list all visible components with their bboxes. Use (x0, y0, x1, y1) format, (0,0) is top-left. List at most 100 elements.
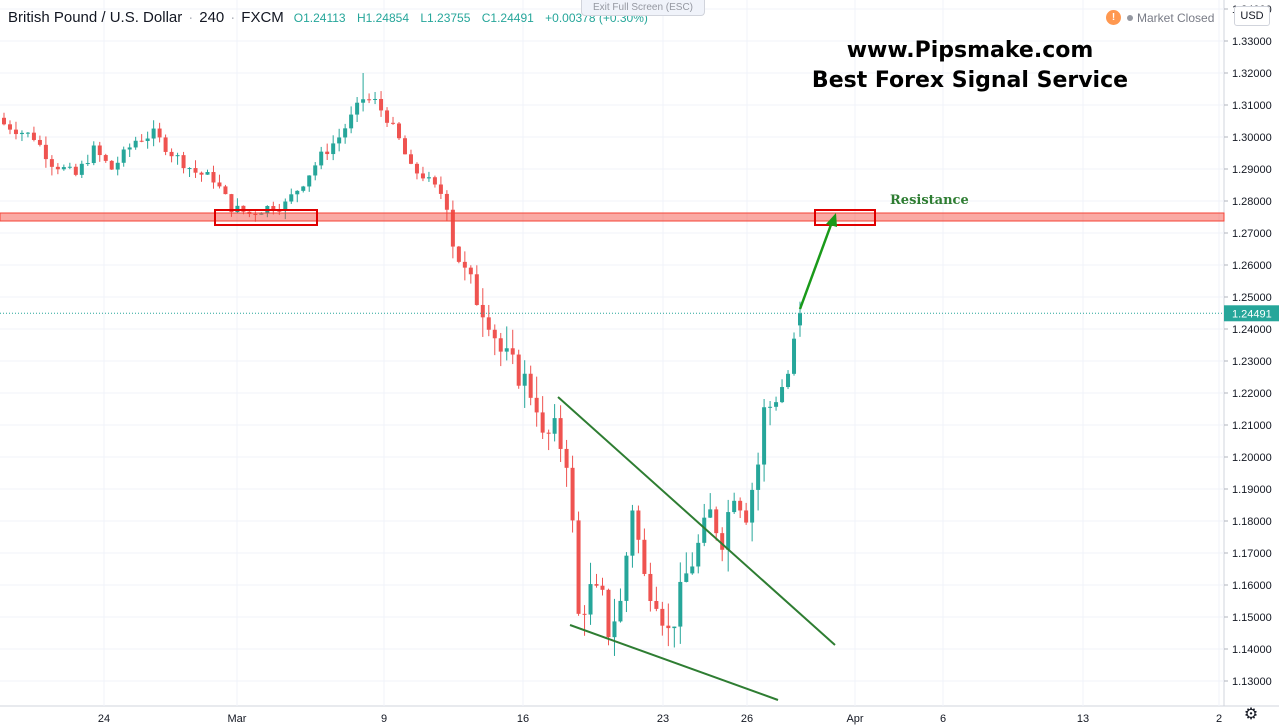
candle-down (229, 194, 234, 213)
last-price-label: 1.24491 (1232, 308, 1272, 320)
price-tick-label: 1.21000 (1232, 420, 1272, 432)
candle-down (217, 182, 222, 187)
candle-down (193, 168, 198, 173)
price-tick-label: 1.24000 (1232, 324, 1272, 336)
candle-down (157, 128, 162, 138)
candle-up (732, 500, 737, 513)
candle-up (343, 128, 348, 138)
candle-down (420, 173, 425, 179)
separator-dot: · (188, 9, 194, 26)
candle-up (624, 555, 629, 601)
market-status[interactable]: ! Market Closed (1106, 10, 1214, 25)
candle-down (648, 573, 653, 601)
price-tick-label: 1.26000 (1232, 260, 1272, 272)
price-tick-label: 1.27000 (1232, 228, 1272, 240)
candle-up (301, 186, 306, 191)
candle-down (55, 166, 60, 170)
candle-down (379, 98, 384, 111)
price-tick-label: 1.15000 (1232, 612, 1272, 624)
source-label: FXCM (241, 9, 284, 26)
candle-up (696, 542, 701, 567)
price-tick-label: 1.28000 (1232, 196, 1272, 208)
candle-up (331, 143, 336, 155)
candle-up (426, 177, 431, 179)
candle-up (361, 99, 366, 103)
symbol-header: British Pound / U.S. Dollar · 240 · FXCM… (8, 9, 656, 27)
candle-down (582, 613, 587, 615)
candle-down (163, 137, 168, 152)
candle-down (325, 151, 330, 155)
low-value: L1.23755 (420, 11, 471, 25)
candle-down (594, 584, 599, 586)
candle-up (307, 175, 312, 187)
symbol-name[interactable]: British Pound / U.S. Dollar (8, 9, 183, 26)
candle-up (690, 566, 695, 574)
candle-up (151, 128, 156, 139)
candle-down (480, 304, 485, 318)
candle-down (49, 159, 54, 167)
time-tick-label: 2 (1216, 713, 1222, 725)
gear-icon[interactable]: ⚙ (1243, 706, 1259, 723)
candle-up (67, 166, 72, 168)
time-tick-label: 6 (940, 713, 946, 725)
price-tick-label: 1.25000 (1232, 292, 1272, 304)
candle-down (636, 510, 641, 540)
candle-up (175, 155, 180, 157)
branding-url: www.Pipsmake.com (846, 38, 1094, 63)
candle-up (25, 132, 30, 134)
candle-down (97, 145, 102, 156)
candle-down (600, 585, 605, 590)
candle-down (714, 509, 719, 534)
candle-up (762, 407, 767, 465)
resistance-box-right (814, 209, 876, 226)
resistance-label: Resistance (890, 193, 969, 208)
price-tick-label: 1.20000 (1232, 452, 1272, 464)
candle-up (588, 584, 593, 615)
candle-up (121, 149, 126, 163)
market-status-text: Market Closed (1137, 10, 1215, 25)
candle-up (522, 373, 527, 386)
candle-down (31, 132, 36, 140)
arrow-head-icon (826, 213, 837, 227)
candle-up (780, 387, 785, 403)
time-tick-label: Mar (228, 713, 247, 725)
candle-down (462, 261, 467, 268)
candle-down (606, 589, 611, 638)
candle-down (241, 205, 246, 212)
time-tick-label: 24 (98, 713, 110, 725)
candle-down (169, 151, 174, 157)
time-tick-label: 13 (1077, 713, 1089, 725)
candle-up (145, 138, 150, 142)
candle-down (642, 539, 647, 574)
candle-up (91, 145, 96, 164)
time-tick-label: 26 (741, 713, 753, 725)
price-tick-label: 1.17000 (1232, 548, 1272, 560)
price-tick-label: 1.13000 (1232, 676, 1272, 688)
candle-down (498, 338, 503, 352)
candle-up (349, 114, 354, 129)
candle-down (37, 139, 42, 145)
candle-down (438, 184, 443, 194)
currency-button[interactable]: USD (1234, 6, 1270, 26)
exit-fullscreen-button[interactable]: Exit Full Screen (ESC) (581, 0, 705, 16)
candle-up (768, 406, 773, 408)
candle-down (492, 329, 497, 339)
candle-down (666, 625, 671, 629)
candle-down (13, 129, 18, 135)
candle-down (139, 140, 144, 142)
price-tick-label: 1.29000 (1232, 164, 1272, 176)
candle-up (115, 162, 120, 170)
interval-label[interactable]: 240 (199, 9, 225, 26)
candle-down (564, 448, 569, 468)
time-tick-label: 9 (381, 713, 387, 725)
candle-down (576, 520, 581, 614)
candle-up (798, 313, 803, 326)
candle-up (319, 151, 324, 166)
price-tick-label: 1.19000 (1232, 484, 1272, 496)
candle-down (654, 600, 659, 609)
candle-down (408, 154, 413, 164)
candle-up (708, 509, 713, 518)
candle-down (402, 138, 407, 155)
